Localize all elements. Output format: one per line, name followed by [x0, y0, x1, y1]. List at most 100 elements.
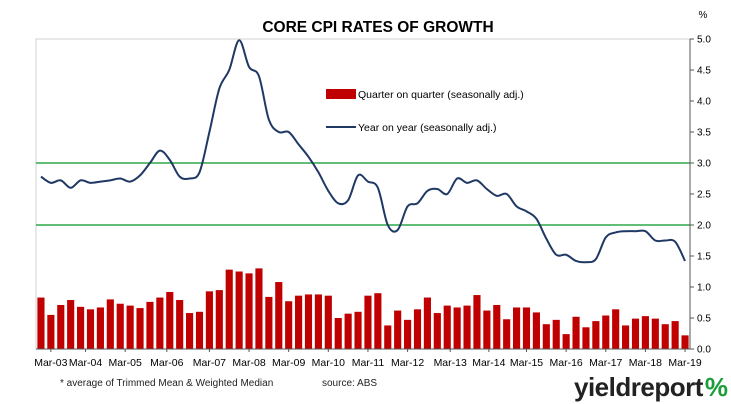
bar	[67, 300, 75, 349]
bar	[631, 318, 640, 349]
bar	[334, 318, 342, 349]
bar	[374, 293, 382, 349]
chart-title: CORE CPI RATES OF GROWTH	[262, 19, 493, 36]
bar	[542, 324, 550, 349]
bar	[493, 304, 501, 349]
bar	[582, 327, 590, 349]
bar	[532, 312, 540, 349]
bar	[285, 301, 293, 349]
bar	[681, 335, 689, 349]
bar	[463, 305, 471, 349]
x-tick-label: Mar-03	[34, 357, 67, 369]
bar	[413, 309, 422, 349]
y-tick-label: 0.0	[697, 345, 711, 356]
bar	[562, 334, 570, 349]
x-tick-label: Mar-08	[232, 357, 265, 369]
bar	[394, 310, 402, 349]
y-tick-label: 2.5	[697, 190, 711, 201]
bar	[423, 297, 431, 349]
bar	[433, 313, 441, 349]
bar	[651, 318, 659, 349]
bar	[324, 295, 332, 349]
bar	[344, 313, 352, 349]
source-note: source: ABS	[322, 378, 378, 389]
bar	[235, 271, 243, 349]
bar	[602, 315, 610, 349]
bar	[314, 294, 322, 349]
legend-bar-label: Quarter on quarter (seasonally adj.)	[358, 89, 524, 101]
bar	[166, 291, 174, 349]
x-tick-label: Mar-19	[668, 357, 701, 369]
bar	[265, 296, 273, 349]
bar	[364, 295, 372, 349]
bar	[483, 310, 491, 349]
x-tick-label: Mar-04	[69, 357, 102, 369]
yoy-line	[40, 39, 686, 264]
legend: Quarter on quarter (seasonally adj.) Yea…	[326, 89, 524, 134]
bar	[225, 269, 233, 349]
bar	[295, 295, 303, 349]
bar	[592, 321, 600, 349]
x-tick-label: Mar-13	[434, 357, 467, 369]
bar	[453, 307, 461, 349]
y-tick-label: 1.5	[697, 252, 711, 263]
y-tick-label: 3.0	[697, 159, 711, 170]
x-tick-label: Mar-15	[510, 357, 543, 369]
bar	[612, 309, 620, 349]
bar	[513, 307, 521, 349]
bar	[304, 294, 313, 349]
bar	[126, 305, 134, 349]
bar	[57, 304, 65, 349]
bar	[552, 319, 560, 349]
bar	[641, 316, 649, 349]
y-tick-label: 2.0	[697, 221, 711, 232]
bar	[205, 291, 213, 349]
y-tick-label: 4.0	[697, 97, 711, 108]
bar	[443, 305, 451, 349]
x-tick-label: Mar-16	[550, 357, 583, 369]
footnote: * average of Trimmed Mean & Weighted Med…	[60, 378, 274, 389]
bar	[354, 311, 362, 349]
x-tick-label: Mar-14	[472, 357, 505, 369]
plot-border	[35, 38, 691, 350]
y-unit-label: %	[699, 10, 708, 21]
bar	[77, 306, 85, 349]
y-tick-label: 0.5	[697, 314, 711, 325]
x-tick-label: Mar-05	[109, 357, 142, 369]
bar	[86, 309, 95, 349]
bar	[473, 295, 481, 349]
bar	[186, 313, 194, 349]
bar	[146, 301, 154, 349]
y-tick-label: 1.0	[697, 283, 711, 294]
bar	[176, 300, 184, 349]
x-tick-label: Mar-17	[589, 357, 622, 369]
x-tick-label: Mar-12	[391, 357, 424, 369]
bar	[106, 299, 114, 349]
x-tick-label: Mar-18	[629, 357, 662, 369]
y-tick-label: 5.0	[697, 35, 711, 46]
bar	[384, 325, 392, 349]
x-tick-label: Mar-09	[272, 357, 305, 369]
x-tick-label: Mar-06	[150, 357, 183, 369]
brand-percent-icon: %	[704, 372, 728, 402]
bar	[503, 319, 511, 349]
bar	[215, 290, 223, 349]
bar	[116, 303, 124, 349]
bar	[572, 316, 580, 349]
bar	[671, 321, 679, 349]
y-tick-label: 4.5	[697, 66, 711, 77]
bar	[195, 311, 204, 349]
brand-logo: yieldreport%	[574, 372, 728, 403]
legend-bar-swatch	[326, 89, 356, 99]
x-tick-label: Mar-10	[312, 357, 345, 369]
brand-name: yieldreport	[574, 372, 703, 402]
bar	[156, 297, 164, 349]
bar	[37, 297, 45, 349]
bar	[255, 268, 263, 349]
bar	[245, 273, 253, 349]
x-tick-label: Mar-07	[193, 357, 226, 369]
bar	[136, 308, 144, 349]
bar	[47, 314, 55, 349]
x-tick-label: Mar-11	[352, 357, 385, 369]
